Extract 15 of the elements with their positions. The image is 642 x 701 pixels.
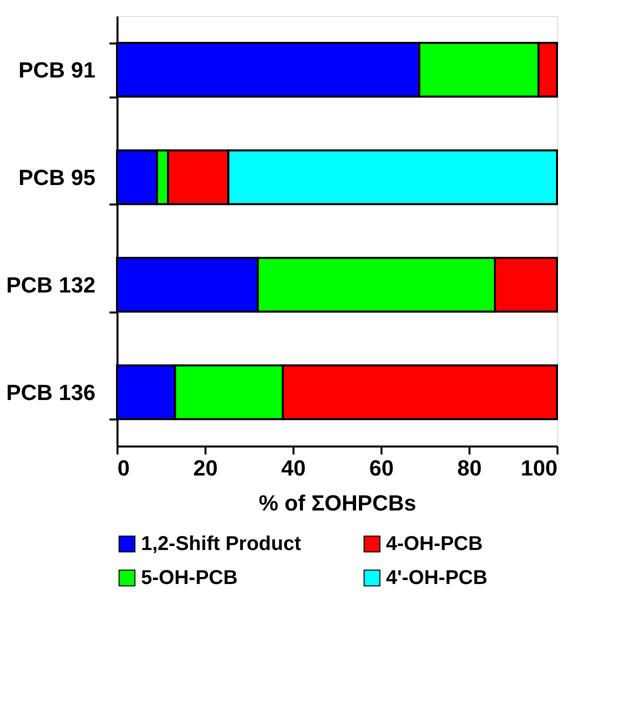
x-tick-label: 0 [118,456,130,480]
y-tick-label: PCB 91 [18,57,96,82]
x-axis-title: % of ΣOHPCBs [258,490,416,516]
legend-label: 4'-OH-PCB [386,567,488,589]
y-tick-label: PCB 95 [18,164,96,190]
y-tick-label: PCB 132 [6,272,96,298]
legend-label: 5-OH-PCB [141,567,238,589]
x-tick-label: 80 [457,456,482,480]
x-tick-label: 60 [369,456,394,480]
y-tick-label: PCB 136 [6,380,96,405]
x-tick-label: 100 [520,456,558,480]
x-tick-label: 20 [193,456,218,480]
x-tick-label: 40 [281,456,306,480]
legend-label: 4-OH-PCB [386,533,483,555]
legend-label: 1,2-Shift Product [141,533,302,555]
